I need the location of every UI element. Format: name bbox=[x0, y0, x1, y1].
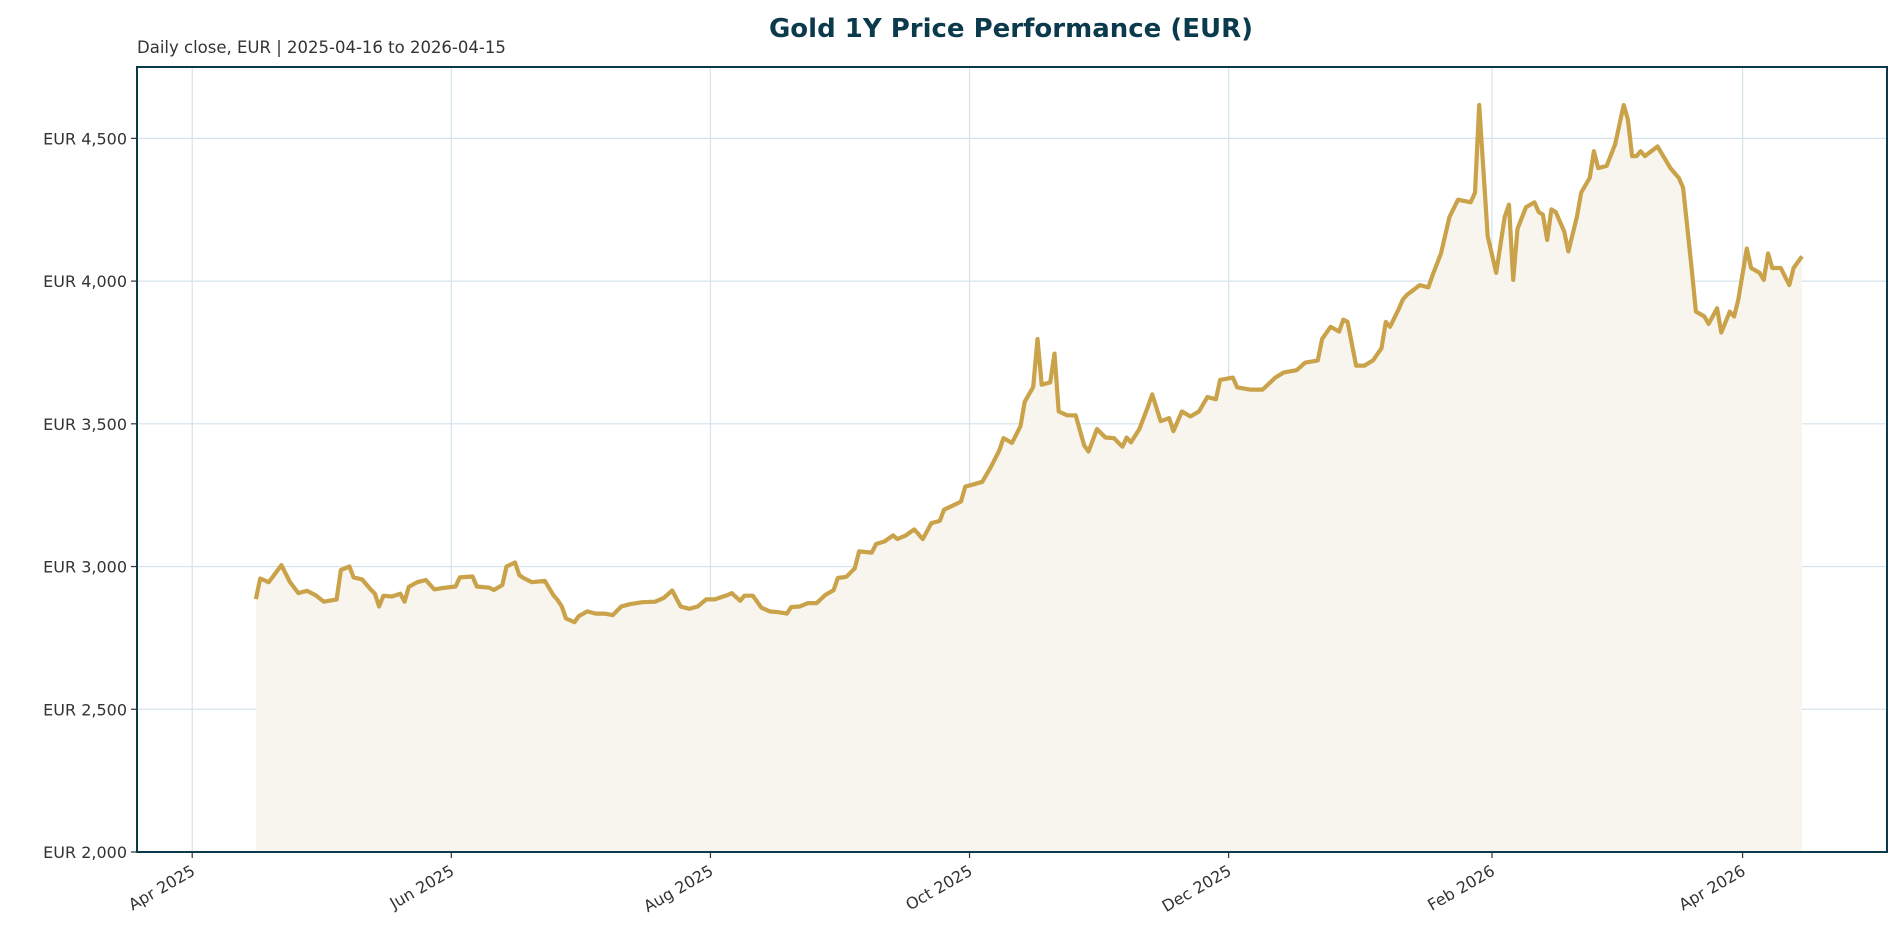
x-tick-label: Apr 2025 bbox=[125, 861, 198, 914]
y-tick-label: EUR 3,500 bbox=[43, 415, 127, 434]
y-tick-label: EUR 3,000 bbox=[43, 558, 127, 577]
plot-frame bbox=[136, 66, 1888, 853]
chart-title: Gold 1Y Price Performance (EUR) bbox=[769, 14, 1253, 44]
x-tick-label: Aug 2025 bbox=[640, 861, 716, 916]
price-line bbox=[253, 102, 1804, 625]
x-axis: Apr 2025 Jun 2025 Aug 2025 Oct 2025 Dec 2025… bbox=[125, 852, 1749, 916]
x-tick-label: Feb 2026 bbox=[1424, 861, 1498, 915]
y-tick-label: EUR 2,500 bbox=[43, 700, 127, 719]
x-tick-label: Oct 2025 bbox=[902, 861, 975, 914]
y-tick-label: EUR 2,000 bbox=[43, 843, 127, 862]
y-tick-label: EUR 4,000 bbox=[43, 272, 127, 291]
x-tick-label: Apr 2026 bbox=[1675, 861, 1748, 914]
chart-subtitle: Daily close, EUR | 2025-04-16 to 2026-04… bbox=[137, 38, 506, 57]
price-area-fill bbox=[255, 105, 1802, 852]
x-tick-label: Jun 2025 bbox=[386, 861, 458, 913]
x-tick-label: Dec 2025 bbox=[1159, 861, 1235, 916]
y-tick-label: EUR 4,500 bbox=[43, 129, 127, 148]
y-axis: EUR 2,000 EUR 2,500 EUR 3,000 EUR 3,500 EUR … bbox=[43, 129, 137, 862]
